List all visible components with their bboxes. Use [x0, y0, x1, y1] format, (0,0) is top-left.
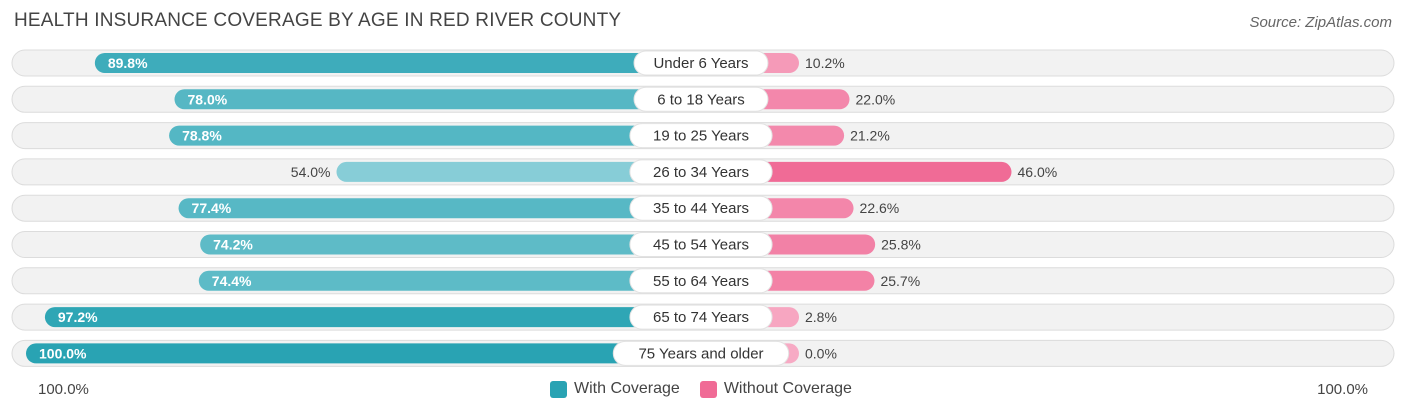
bar-with-coverage — [198, 270, 702, 291]
legend: With Coverage Without Coverage — [550, 380, 872, 398]
label-without-coverage: 10.2% — [805, 55, 845, 71]
legend-item-with-coverage: With Coverage — [550, 380, 680, 398]
category-pill — [633, 50, 769, 76]
label-without-coverage: 46.0% — [1018, 164, 1058, 180]
label-with-coverage: 89.8% — [108, 55, 148, 71]
label-without-coverage: 22.0% — [856, 91, 896, 107]
legend-swatch-with-coverage — [550, 380, 567, 398]
label-without-coverage: 21.2% — [850, 128, 890, 144]
bar-with-coverage — [26, 343, 701, 364]
category-label: 19 to 25 Years — [653, 128, 749, 145]
label-with-coverage: 74.2% — [213, 237, 253, 253]
legend-label-without-coverage: Without Coverage — [723, 380, 852, 397]
category-pill — [629, 232, 773, 257]
bar-with-coverage — [94, 53, 702, 73]
bar-with-coverage — [174, 89, 701, 110]
category-pill — [629, 123, 773, 149]
category-pill — [612, 340, 790, 366]
label-with-coverage: 78.0% — [188, 91, 228, 107]
chart-canvas: 89.8% 10.2% Under 6 Years 78.0% 22.0% 6 to 18… — [11, 49, 1395, 367]
category-label: 6 to 18 Years — [657, 91, 745, 108]
label-with-coverage: 97.2% — [58, 309, 98, 325]
chart-source: Source: ZipAtlas.com — [1249, 14, 1392, 31]
category-label: Under 6 Years — [653, 55, 748, 72]
label-with-coverage: 74.4% — [212, 273, 252, 289]
category-pill — [629, 304, 773, 330]
label-without-coverage: 22.6% — [860, 200, 900, 216]
label-without-coverage: 25.8% — [881, 237, 921, 253]
label-with-coverage: 78.8% — [182, 128, 222, 144]
category-pill — [633, 86, 769, 112]
legend-swatch-without-coverage — [699, 380, 717, 398]
label-with-coverage: 54.0% — [291, 164, 331, 180]
bar-with-coverage — [44, 307, 701, 328]
category-label: 45 to 54 Years — [653, 237, 749, 254]
legend-label-with-coverage: With Coverage — [574, 380, 680, 397]
label-with-coverage: 77.4% — [192, 200, 232, 216]
label-with-coverage: 100.0% — [39, 345, 87, 361]
bar-with-coverage — [178, 198, 702, 219]
label-without-coverage: 2.8% — [805, 309, 837, 325]
label-without-coverage: 0.0% — [805, 345, 837, 361]
axis-left-label: 100.0% — [38, 381, 89, 398]
legend-item-without-coverage: Without Coverage — [699, 380, 852, 398]
chart-title: HEALTH INSURANCE COVERAGE BY AGE IN RED … — [14, 10, 622, 31]
bar-without-coverage — [701, 161, 1012, 182]
category-pill — [629, 159, 773, 185]
label-without-coverage: 25.7% — [880, 273, 920, 289]
category-label: 26 to 34 Years — [653, 164, 749, 181]
category-label: 35 to 44 Years — [653, 200, 749, 217]
category-label: 65 to 74 Years — [653, 309, 749, 326]
bar-with-coverage — [200, 234, 701, 255]
axis-right-label: 100.0% — [1317, 381, 1368, 398]
category-pill — [629, 195, 773, 221]
category-label: 55 to 64 Years — [653, 273, 749, 290]
category-pill — [629, 268, 773, 294]
category-label: 75 Years and older — [638, 345, 763, 362]
bar-with-coverage — [336, 161, 701, 182]
bar-with-coverage — [169, 125, 702, 146]
